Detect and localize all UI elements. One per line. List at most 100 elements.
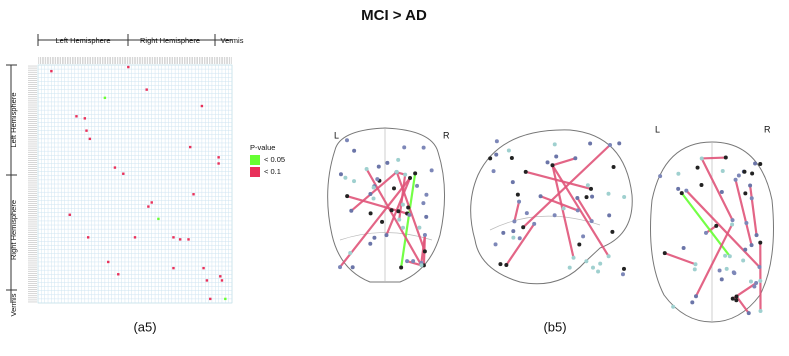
brain-node [532,222,536,226]
connection-cell [50,70,52,72]
brain-node [749,279,753,283]
brain-node [494,153,498,157]
brain-node [352,149,356,153]
legend-label: < 0.1 [264,167,281,176]
brain-node [731,297,735,301]
brain-node [338,265,342,269]
legend-swatch [250,155,260,165]
connection-cell [147,205,149,207]
brain-node [693,262,697,266]
brain-node [568,266,572,270]
brain-node [553,213,557,217]
brain-node [365,167,369,171]
brain-node [731,218,735,222]
brain-node [524,170,528,174]
group-label: Right Hemisphere [140,36,200,45]
connection-cell [89,138,91,140]
connection-cell [172,236,174,238]
brain-node [585,195,589,199]
brain-node [720,277,724,281]
brain-node [396,158,400,162]
brain-node [588,142,592,146]
brain-node [758,162,762,166]
connection-cell [202,267,204,269]
brain-node [392,186,396,190]
group-label: Left Hemisphere [55,36,110,45]
view-label: L [655,124,660,134]
brain-node [610,230,614,234]
brain-node [684,189,688,193]
brain-node [384,233,388,237]
panel-label: (b5) [543,319,566,334]
brain-node [596,270,600,274]
brain-node [339,172,343,176]
connection-cell [217,156,219,158]
brain-node [399,266,403,270]
brain-node [507,149,511,153]
brain-node [402,145,406,149]
brain-node [369,211,373,215]
brain-node [405,259,409,263]
brain-node [423,249,427,253]
brain-node [742,170,746,174]
brain-node [572,256,576,260]
connection-cell [189,146,191,148]
connection-cell [85,129,87,131]
brain-node [511,180,515,184]
legend-label: < 0.05 [264,155,285,164]
brain-node [663,251,667,255]
connection-cell [201,105,203,107]
brain-node [758,241,762,245]
brain-edge [702,158,726,159]
brain-node [744,221,748,225]
brain-node [406,206,410,210]
brain-node [747,311,751,315]
brain-node [377,165,381,169]
brain-node [504,263,508,267]
brain-node [725,267,729,271]
brain-node [617,141,621,145]
brain-node [704,231,708,235]
brain-node [492,169,496,173]
brain-node [413,171,417,175]
brain-node [581,234,585,238]
brain-node [372,236,376,240]
brain-node [495,139,499,143]
brain-node [501,231,505,235]
brain-node [390,208,394,212]
brain-node [608,143,612,147]
brain-node [511,236,515,240]
brain-node [518,236,522,240]
brain-node [516,193,520,197]
brain-node [734,298,738,302]
brain-node [748,183,752,187]
brain-node [573,156,577,160]
connection-cell [224,298,226,300]
brain-node [494,242,498,246]
brain-node [750,243,754,247]
brain-outline [471,130,633,284]
brain-node [754,281,758,285]
brain-node [591,266,595,270]
brain-node [682,246,686,250]
brain-node [385,161,389,165]
brain-node [525,211,529,215]
brain-node [607,192,611,196]
brain-node [575,196,579,200]
legend-title: P-value [250,143,275,152]
brain-node [693,267,697,271]
brain-node [430,168,434,172]
connection-cell [209,298,211,300]
brain-node [401,203,405,207]
brain-node [584,259,588,263]
group-label: Vermis [221,36,244,45]
brain-node [676,187,680,191]
brain-node [696,166,700,170]
brain-node [415,184,419,188]
connection-cell [206,279,208,281]
brain-node [498,262,502,266]
brain-node [424,215,428,219]
brain-node [488,156,492,160]
brain-node [758,279,762,283]
